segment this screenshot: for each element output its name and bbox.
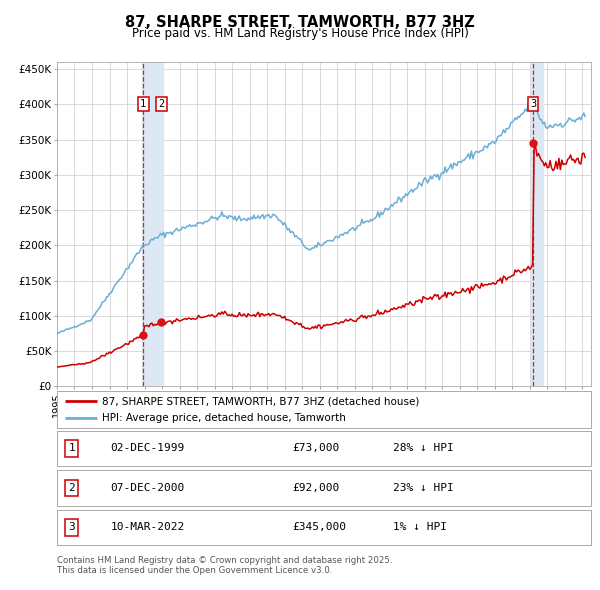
Text: 2: 2 — [68, 483, 76, 493]
Text: 87, SHARPE STREET, TAMWORTH, B77 3HZ (detached house): 87, SHARPE STREET, TAMWORTH, B77 3HZ (de… — [103, 396, 420, 406]
Text: 2: 2 — [158, 99, 164, 109]
Text: 1% ↓ HPI: 1% ↓ HPI — [394, 523, 448, 532]
Text: 02-DEC-1999: 02-DEC-1999 — [110, 444, 185, 453]
Bar — [531, 62, 543, 386]
Text: 1: 1 — [68, 444, 76, 453]
Text: 3: 3 — [68, 523, 76, 532]
Text: 10-MAR-2022: 10-MAR-2022 — [110, 523, 185, 532]
Bar — [142, 62, 163, 386]
Text: £92,000: £92,000 — [292, 483, 339, 493]
Text: 1: 1 — [140, 99, 146, 109]
Text: Price paid vs. HM Land Registry's House Price Index (HPI): Price paid vs. HM Land Registry's House … — [131, 27, 469, 40]
Text: £345,000: £345,000 — [292, 523, 346, 532]
Text: 87, SHARPE STREET, TAMWORTH, B77 3HZ: 87, SHARPE STREET, TAMWORTH, B77 3HZ — [125, 15, 475, 30]
Text: HPI: Average price, detached house, Tamworth: HPI: Average price, detached house, Tamw… — [103, 413, 346, 423]
Text: Contains HM Land Registry data © Crown copyright and database right 2025.
This d: Contains HM Land Registry data © Crown c… — [57, 556, 392, 575]
Text: 07-DEC-2000: 07-DEC-2000 — [110, 483, 185, 493]
Text: 28% ↓ HPI: 28% ↓ HPI — [394, 444, 454, 453]
Text: 23% ↓ HPI: 23% ↓ HPI — [394, 483, 454, 493]
Text: 3: 3 — [530, 99, 536, 109]
Text: £73,000: £73,000 — [292, 444, 339, 453]
